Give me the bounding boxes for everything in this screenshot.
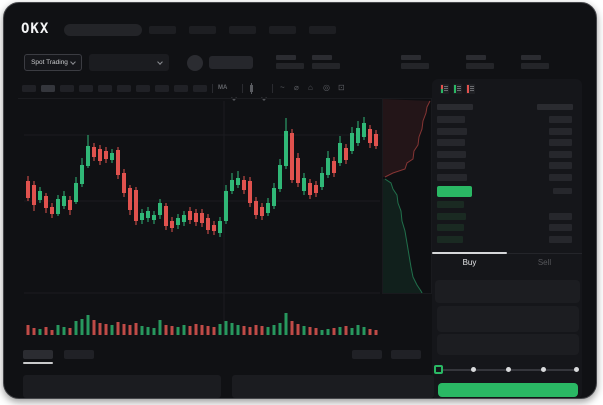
orderbook-bid-row[interactable] [432, 211, 582, 223]
ticker-stat [312, 55, 340, 69]
timeframe-button[interactable] [79, 85, 93, 92]
slider-dot[interactable] [506, 367, 511, 372]
ticker-stat [466, 55, 494, 69]
timeframe-button[interactable] [174, 85, 188, 92]
orderbook-ask-row[interactable] [432, 172, 582, 184]
search-input[interactable] [64, 24, 142, 36]
toolbar-divider [212, 84, 213, 93]
line-tool-icon[interactable]: ~ [280, 83, 285, 92]
timeframe-button[interactable] [136, 85, 150, 92]
nav-item-placeholder[interactable] [309, 26, 336, 34]
orderbook-ask-row[interactable] [432, 149, 582, 161]
orderbook-header-price [437, 104, 473, 110]
tab-buy[interactable]: Buy [462, 258, 477, 267]
toolbar-divider-line [18, 98, 428, 99]
timeframe-button[interactable] [155, 85, 169, 92]
timeframe-button[interactable] [98, 85, 112, 92]
ticker-stat [276, 55, 304, 69]
ticker-stat [401, 55, 429, 69]
book-mode-all-icon[interactable] [440, 84, 449, 94]
nav-item-placeholder[interactable] [229, 26, 256, 34]
amount-field[interactable] [437, 334, 579, 355]
draw-tool-icon[interactable]: ⌀ [294, 83, 299, 92]
ticker-stat [521, 55, 549, 69]
depth-svg [382, 98, 432, 294]
slider-handle[interactable] [434, 365, 443, 374]
bottom-tab-underline [23, 362, 53, 364]
timeframe-button[interactable] [60, 85, 74, 92]
timeframe-button[interactable] [193, 85, 207, 92]
orderbook-ask-row[interactable] [432, 137, 582, 149]
timeframe-button[interactable] [22, 85, 36, 92]
chevron-down-icon [70, 58, 76, 65]
app-window: OKX Spot Trading MA ~ ⌀ ⌂ ◎ ⊡ [3, 2, 597, 399]
candlestick-svg[interactable] [24, 101, 380, 336]
orderbook-header-amount [537, 104, 573, 110]
bottom-action-placeholder[interactable] [391, 350, 421, 359]
slider-dot[interactable] [541, 367, 546, 372]
orders-panel-placeholder [23, 375, 221, 398]
buy-button[interactable] [438, 383, 578, 397]
orderbook-bid-row[interactable] [432, 222, 582, 234]
market-type-label: Spot Trading [31, 59, 68, 66]
last-price-amount-placeholder [553, 188, 572, 194]
okx-logo[interactable]: OKX [21, 21, 50, 37]
orderbook-ask-row[interactable] [432, 160, 582, 172]
nav-item-placeholder[interactable] [269, 26, 296, 34]
orderbook-bid-row[interactable] [432, 234, 582, 246]
chevron-down-icon [157, 59, 163, 65]
orderbook-ask-row[interactable] [432, 126, 582, 138]
pair-selector-dropdown[interactable] [89, 54, 169, 71]
orderbook-panel: Buy Sell [432, 79, 582, 398]
toolbar-divider [242, 84, 243, 93]
orderbook-ask-row[interactable] [432, 114, 582, 126]
bottom-tab-active[interactable] [23, 350, 53, 359]
pair-name-placeholder [209, 56, 253, 69]
orderbook-bid-row[interactable] [432, 199, 582, 211]
tab-sell[interactable]: Sell [537, 258, 552, 267]
token-avatar [187, 55, 203, 71]
tabs-divider [432, 253, 582, 254]
book-mode-buy-icon[interactable] [453, 84, 462, 94]
book-mode-sell-icon[interactable] [466, 84, 475, 94]
settings-icon[interactable]: ◎ [323, 83, 330, 92]
fullscreen-icon[interactable]: ⊡ [338, 83, 345, 92]
orderbook-asks [432, 114, 582, 184]
orderbook-bids [432, 199, 582, 245]
timeframe-button-active[interactable] [41, 85, 55, 92]
last-price-bar[interactable] [437, 186, 472, 197]
buy-tab-underline [432, 252, 507, 254]
nav-item-placeholder[interactable] [189, 26, 216, 34]
indicator-icon[interactable]: MA [218, 85, 228, 91]
order-type-field[interactable] [435, 280, 580, 303]
timeframe-button[interactable] [117, 85, 131, 92]
camera-icon[interactable]: ⌂ [308, 83, 313, 92]
bottom-action-placeholder[interactable] [352, 350, 382, 359]
chart-style-icon[interactable] [250, 83, 253, 94]
nav-item-placeholder[interactable] [149, 26, 176, 34]
slider-dot[interactable] [471, 367, 476, 372]
slider-dot[interactable] [574, 367, 579, 372]
bottom-tab[interactable] [64, 350, 94, 359]
market-type-selector[interactable]: Spot Trading [24, 54, 82, 71]
volume-svg [26, 313, 378, 335]
orders-panel-placeholder [232, 375, 434, 398]
toolbar-divider [272, 84, 273, 93]
price-field[interactable] [437, 306, 579, 332]
